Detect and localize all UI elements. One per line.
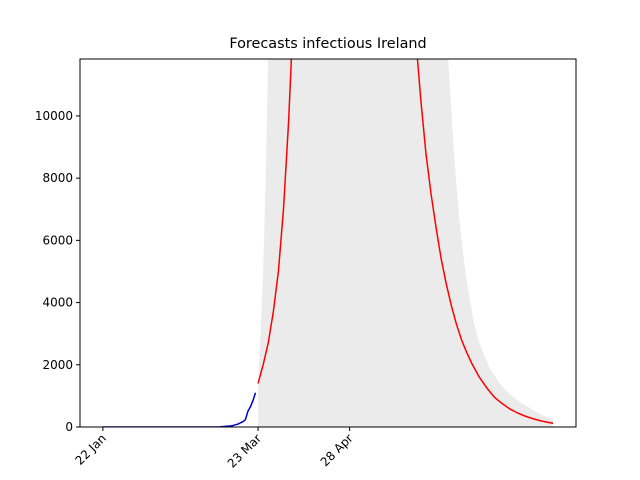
plot-area [102, 59, 554, 427]
forecast-band [258, 59, 554, 427]
series-line [257, 59, 554, 425]
x-tick-label: 28 Apr [318, 431, 356, 469]
axes-frame [79, 58, 577, 428]
chart-title: Forecasts infectious Ireland [229, 36, 426, 52]
y-tick-label: 10000 [35, 109, 73, 123]
y-tick-label: 8000 [42, 171, 73, 185]
y-tick-label: 2000 [42, 358, 73, 372]
y-tick-label: 6000 [42, 233, 73, 247]
series-line [102, 392, 257, 427]
y-tick-label: 4000 [42, 296, 73, 310]
x-tick-label: 22 Jan [73, 431, 109, 467]
y-tick-label: 0 [65, 420, 73, 434]
x-tick-label: 23 Mar [225, 431, 264, 470]
